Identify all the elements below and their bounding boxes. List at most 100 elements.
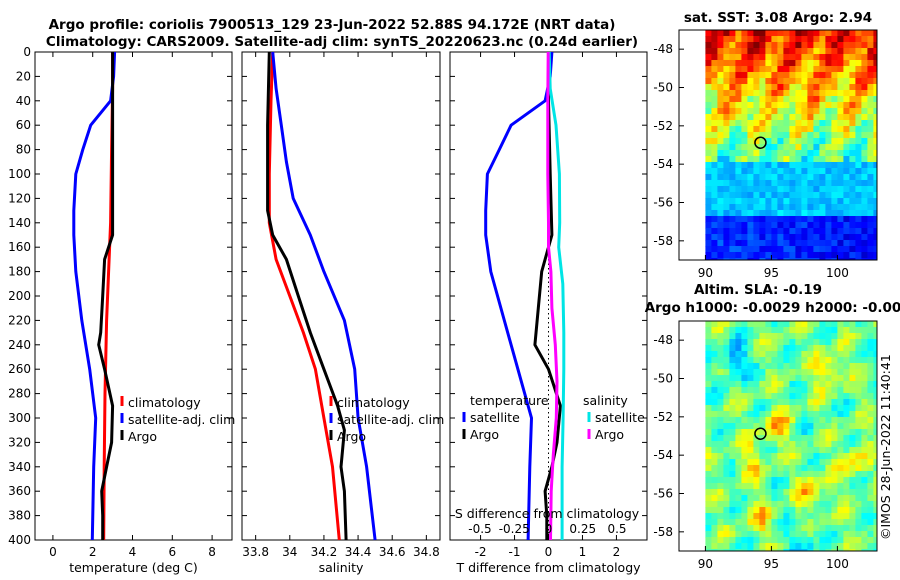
- sst_map-pixel: [729, 42, 736, 49]
- sla_map-pixel: [801, 519, 808, 526]
- sst_map-pixel: [711, 66, 718, 73]
- sla_map-pixel: [741, 477, 748, 484]
- sst_map-pixel: [759, 78, 766, 85]
- sla_map-pixel: [729, 501, 736, 508]
- sla_map-pixel: [825, 549, 832, 551]
- sst_map-pixel: [801, 96, 808, 103]
- sst_map-pixel: [843, 222, 850, 229]
- sst_map-pixel: [705, 30, 712, 37]
- sla_map-pixel: [849, 333, 856, 340]
- sla_map-pixel: [825, 357, 832, 364]
- sla_map-pixel: [759, 447, 766, 454]
- sst_map-pixel: [873, 216, 877, 223]
- sla_map-pixel: [849, 489, 856, 496]
- sla_map-pixel: [711, 393, 718, 400]
- sla_map-pixel: [747, 465, 754, 472]
- sla_map-pixel: [735, 369, 742, 376]
- sla_map-pixel: [765, 423, 772, 430]
- sst_map-pixel: [723, 246, 730, 253]
- sst_map-pixel: [873, 30, 877, 37]
- sst_map-pixel: [771, 42, 778, 49]
- difference-xtick-label: -1: [509, 545, 521, 559]
- sst_map-pixel: [873, 222, 877, 229]
- sla_map-pixel: [837, 537, 844, 544]
- sla_map-pixel: [717, 531, 724, 538]
- sla_map-pixel: [723, 411, 730, 418]
- sla_map-pixel: [855, 471, 862, 478]
- sst_map-pixel: [843, 132, 850, 139]
- sla_map-pixel: [837, 501, 844, 508]
- sst_map-pixel: [735, 168, 742, 175]
- sla_map-pixel: [849, 423, 856, 430]
- sst_map-pixel: [705, 78, 712, 85]
- sst_map-pixel: [741, 108, 748, 115]
- sla_map-pixel: [867, 501, 874, 508]
- sst_map-pixel: [813, 108, 820, 115]
- sla_map-pixel: [753, 429, 760, 436]
- sla_map-pixel: [855, 405, 862, 412]
- temperature-ytick-label: 200: [8, 289, 31, 303]
- sla_map-pixel: [831, 345, 838, 352]
- sst_map-pixel: [855, 246, 862, 253]
- sst_map-pixel: [747, 30, 754, 37]
- sst_map-pixel: [789, 102, 796, 109]
- sst_map-pixel: [873, 60, 877, 67]
- sst_map-pixel: [717, 210, 724, 217]
- sla_map-pixel: [855, 321, 862, 328]
- sla_map-pixel: [849, 447, 856, 454]
- sst_map-pixel: [861, 84, 868, 91]
- sla_map-pixel: [801, 411, 808, 418]
- sla_map-pixel: [837, 351, 844, 358]
- sst_map-pixel: [777, 60, 784, 67]
- sla_map-pixel: [705, 369, 712, 376]
- sla_map-pixel: [861, 483, 868, 490]
- sla_map-pixel: [849, 441, 856, 448]
- sla_map-pixel: [861, 459, 868, 466]
- sst_map-pixel: [777, 138, 784, 145]
- sla_map-pixel: [747, 483, 754, 490]
- sst_map-pixel: [801, 234, 808, 241]
- sla_map-pixel: [867, 381, 874, 388]
- sla_map-pixel: [843, 489, 850, 496]
- sst_map-pixel: [729, 30, 736, 37]
- sst_map-pixel: [777, 36, 784, 43]
- sla_map-pixel: [801, 333, 808, 340]
- sla_map-pixel: [723, 507, 730, 514]
- sst_map-pixel: [801, 126, 808, 133]
- sla_map-pixel: [705, 327, 712, 334]
- difference-legend-label: satellite: [595, 410, 645, 425]
- sla_map-pixel: [819, 351, 826, 358]
- sst_map-pixel: [831, 42, 838, 49]
- sla_map-pixel: [771, 399, 778, 406]
- sst_map-pixel: [813, 162, 820, 169]
- sst_map-pixel: [813, 54, 820, 61]
- sst_map-pixel: [723, 162, 730, 169]
- sst_map-pixel: [861, 30, 868, 37]
- sst_map-pixel: [813, 36, 820, 43]
- sst_map-pixel: [723, 96, 730, 103]
- sst_map-pixel: [765, 114, 772, 121]
- sla_map-pixel: [873, 465, 877, 472]
- sst_map-pixel: [837, 168, 844, 175]
- sst_map-pixel: [783, 66, 790, 73]
- sla_map-pixel: [867, 471, 874, 478]
- sla_map-pixel: [777, 441, 784, 448]
- sst_map-pixel: [741, 120, 748, 127]
- sst_map-pixel: [801, 84, 808, 91]
- sst_map-pixel: [861, 246, 868, 253]
- sla_map-pixel: [765, 393, 772, 400]
- sst_map-pixel: [765, 186, 772, 193]
- sst_map-pixel: [711, 132, 718, 139]
- sla_map-pixel: [759, 495, 766, 502]
- sla_map-pixel: [753, 333, 760, 340]
- sla_map-pixel: [723, 357, 730, 364]
- sst_map-pixel: [771, 108, 778, 115]
- sla_map-pixel: [741, 489, 748, 496]
- sst_map-pixel: [843, 126, 850, 133]
- sst_map-pixel: [873, 144, 877, 151]
- sla_map-pixel: [849, 465, 856, 472]
- sla_map-pixel: [777, 423, 784, 430]
- sla_map-pixel: [831, 489, 838, 496]
- sst_map-pixel: [777, 120, 784, 127]
- sst_map-pixel: [717, 60, 724, 67]
